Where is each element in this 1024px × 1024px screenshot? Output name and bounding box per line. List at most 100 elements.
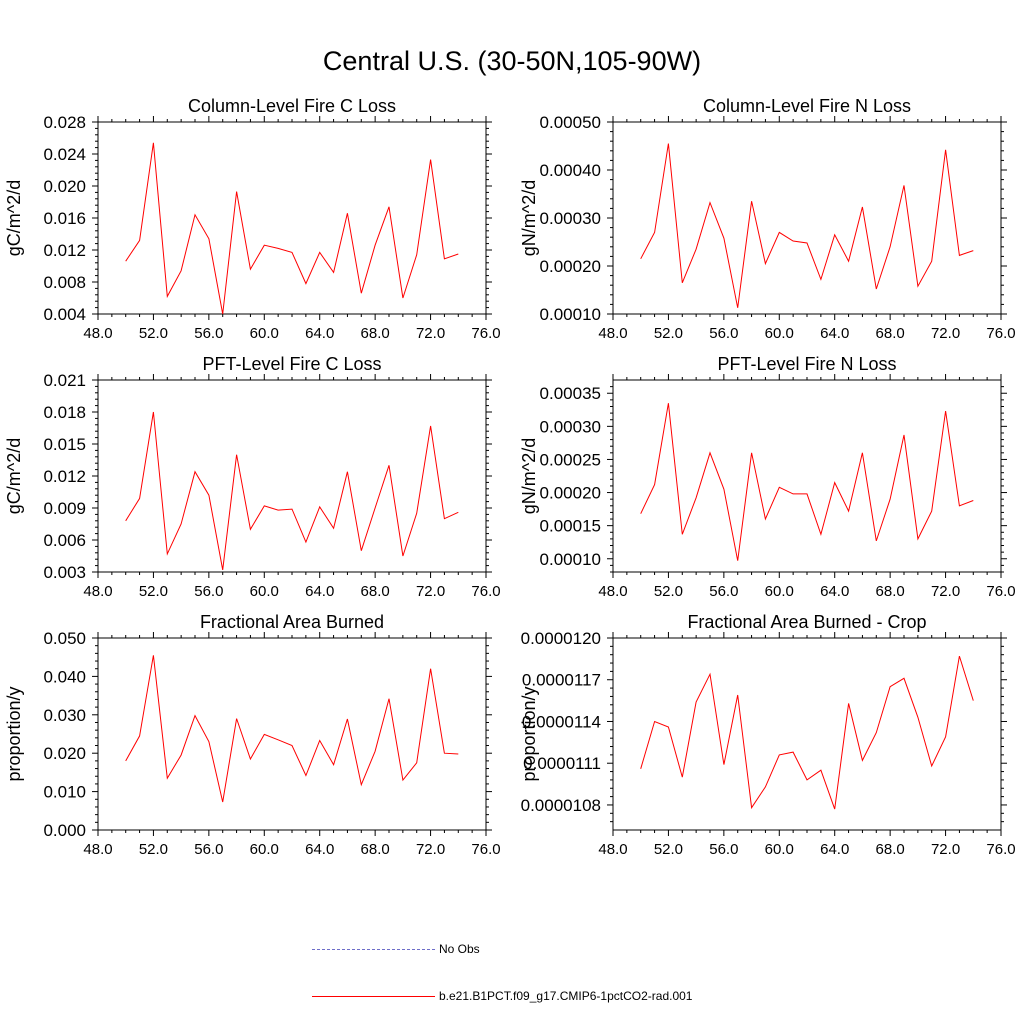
y-tick-label: 0.00020	[540, 484, 601, 503]
series-line	[640, 143, 974, 308]
panel-title: Column-Level Fire N Loss	[703, 96, 911, 116]
legend-label: b.e21.B1PCT.f09_g17.CMIP6-1pctCO2-rad.00…	[439, 989, 693, 1003]
panel-4: 48.0 52.0 56.0 60.0 64.0 68.0 72.0 76.0 0.00010 0…	[519, 354, 1016, 600]
legend-item-model-run: b.e21.B1PCT.f09_g17.CMIP6-1pctCO2-rad.00…	[312, 989, 692, 1003]
y-tick-label: 0.012	[43, 467, 86, 486]
x-tick-label: 64.0	[820, 583, 849, 600]
x-tick-label: 68.0	[361, 325, 390, 342]
y-axis-label: gC/m^2/d	[4, 180, 24, 256]
y-tick-label: 0.003	[43, 563, 86, 582]
y-tick-label: 0.00020	[540, 257, 601, 276]
x-tick-label: 64.0	[820, 325, 849, 342]
y-tick-label: 0.00010	[540, 305, 601, 324]
y-tick-label: 0.021	[43, 371, 86, 390]
x-tick-label: 76.0	[986, 841, 1015, 858]
x-tick-label: 76.0	[471, 583, 500, 600]
series-line	[640, 655, 974, 810]
y-tick-label: 0.00030	[540, 417, 601, 436]
panel-title: PFT-Level Fire N Loss	[717, 354, 896, 374]
x-tick-label: 68.0	[876, 841, 905, 858]
x-tick-label: 64.0	[820, 841, 849, 858]
y-tick-label: 0.00010	[540, 550, 601, 569]
y-axis-label: proportion/y	[4, 686, 24, 781]
y-tick-label: 0.040	[43, 667, 86, 686]
series-line	[125, 655, 459, 803]
panel-title: Fractional Area Burned	[200, 612, 384, 632]
x-tick-label: 76.0	[471, 325, 500, 342]
x-tick-label: 52.0	[654, 583, 683, 600]
x-tick-label: 60.0	[250, 841, 279, 858]
y-tick-label: 0.00050	[540, 113, 601, 132]
y-tick-label: 0.0000111	[523, 754, 601, 773]
y-axis-label: gN/m^2/d	[519, 180, 539, 256]
x-tick-label: 72.0	[416, 325, 445, 342]
y-tick-label: 0.010	[43, 783, 86, 802]
x-tick-label: 68.0	[361, 583, 390, 600]
y-tick-label: 0.009	[43, 499, 86, 518]
y-tick-label: 0.016	[43, 209, 86, 228]
x-tick-label: 48.0	[83, 841, 112, 858]
x-tick-label: 52.0	[139, 841, 168, 858]
x-tick-label: 76.0	[986, 325, 1015, 342]
panel-3: 48.0 52.0 56.0 60.0 64.0 68.0 72.0 76.0 0.003 0.0…	[4, 354, 501, 600]
y-tick-label: 0.0000117	[522, 671, 601, 690]
x-tick-label: 52.0	[654, 325, 683, 342]
panel-title: PFT-Level Fire C Loss	[202, 354, 381, 374]
x-tick-label: 52.0	[139, 583, 168, 600]
x-tick-label: 68.0	[876, 325, 905, 342]
plot-frame	[97, 379, 487, 573]
y-tick-label: 0.028	[43, 113, 86, 132]
plot-frame	[97, 637, 487, 831]
series-line	[125, 411, 459, 570]
x-tick-label: 56.0	[709, 325, 738, 342]
y-tick-label: 0.000	[43, 821, 86, 840]
x-tick-label: 76.0	[986, 583, 1015, 600]
series-line	[125, 142, 459, 315]
panel-title: Column-Level Fire C Loss	[188, 96, 396, 116]
y-tick-label: 0.00025	[540, 450, 601, 469]
x-tick-label: 48.0	[83, 325, 112, 342]
x-tick-label: 52.0	[654, 841, 683, 858]
x-tick-label: 56.0	[709, 583, 738, 600]
x-tick-label: 48.0	[83, 583, 112, 600]
x-tick-label: 48.0	[598, 583, 627, 600]
y-axis-label: gN/m^2/d	[519, 438, 539, 514]
panel-title: Fractional Area Burned - Crop	[687, 612, 926, 632]
plot-frame	[612, 637, 1002, 831]
y-tick-label: 0.00035	[540, 384, 601, 403]
legend-label: No Obs	[439, 942, 480, 956]
series-line	[640, 403, 974, 561]
x-tick-label: 60.0	[765, 583, 794, 600]
y-tick-label: 0.00040	[540, 161, 601, 180]
y-tick-label: 0.012	[43, 241, 86, 260]
x-tick-label: 60.0	[250, 583, 279, 600]
y-tick-label: 0.020	[43, 744, 86, 763]
x-tick-label: 72.0	[416, 841, 445, 858]
x-tick-label: 48.0	[598, 325, 627, 342]
x-tick-label: 56.0	[194, 583, 223, 600]
x-tick-label: 60.0	[765, 841, 794, 858]
legend-item-no-obs: No Obs	[312, 942, 480, 956]
x-tick-label: 64.0	[305, 325, 334, 342]
y-tick-label: 0.00015	[540, 517, 601, 536]
plot-frame	[97, 121, 487, 315]
x-tick-label: 68.0	[361, 841, 390, 858]
y-tick-label: 0.006	[43, 531, 86, 550]
panel-2: 48.0 52.0 56.0 60.0 64.0 68.0 72.0 76.0 0.00010 0…	[519, 96, 1016, 342]
y-tick-label: 0.0000108	[521, 796, 601, 815]
y-tick-label: 0.00030	[540, 209, 601, 228]
y-tick-label: 0.020	[43, 177, 86, 196]
y-axis-label: gC/m^2/d	[4, 438, 24, 514]
y-tick-label: 0.030	[43, 706, 86, 725]
x-tick-label: 60.0	[250, 325, 279, 342]
y-tick-label: 0.024	[43, 145, 86, 164]
panel-1: 48.0 52.0 56.0 60.0 64.0 68.0 72.0 76.0 0.004 0.0…	[4, 96, 501, 342]
x-tick-label: 56.0	[194, 325, 223, 342]
x-tick-label: 72.0	[931, 841, 960, 858]
x-tick-label: 68.0	[876, 583, 905, 600]
panel-5: 48.0 52.0 56.0 60.0 64.0 68.0 72.0 76.0 0.000 0.0…	[4, 612, 501, 858]
x-tick-label: 56.0	[709, 841, 738, 858]
x-tick-label: 76.0	[471, 841, 500, 858]
plot-frame	[612, 121, 1002, 315]
